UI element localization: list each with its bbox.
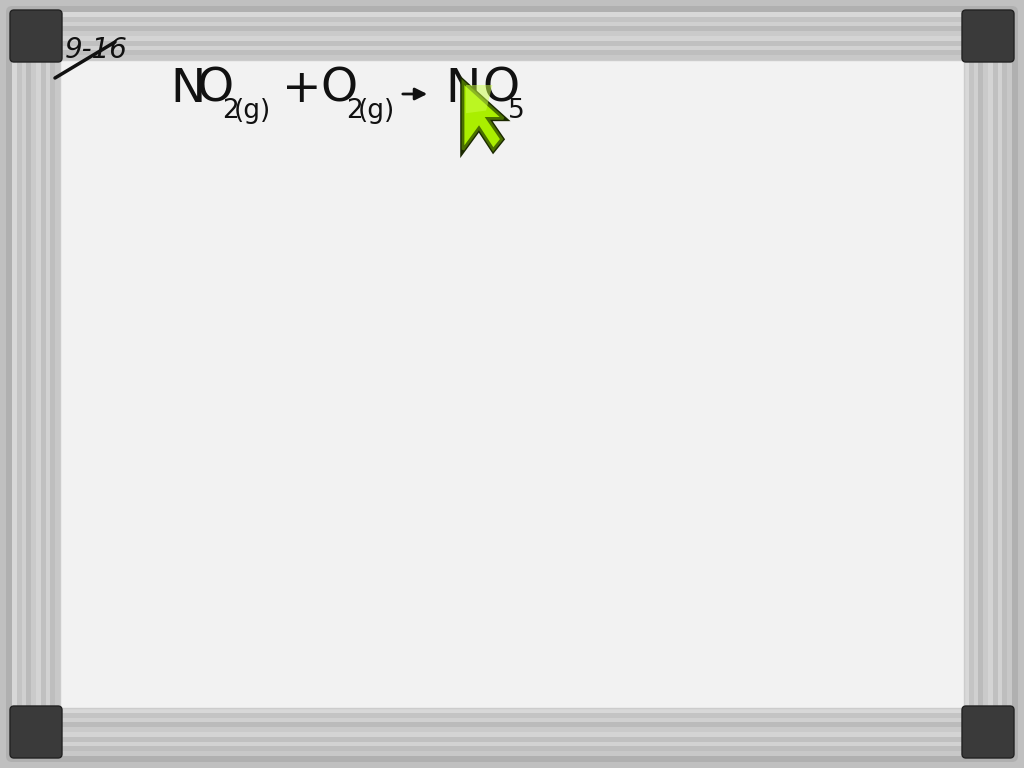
- Bar: [12, 723, 1012, 727]
- Bar: [12, 22, 1012, 26]
- Bar: [969, 12, 974, 756]
- Text: +: +: [282, 67, 322, 112]
- Bar: [12, 51, 1012, 55]
- Bar: [22, 12, 27, 756]
- Bar: [12, 742, 1012, 746]
- Text: O: O: [196, 67, 233, 112]
- Text: (g): (g): [234, 98, 271, 124]
- Bar: [974, 12, 978, 756]
- Bar: [1002, 12, 1008, 756]
- Bar: [12, 31, 1012, 36]
- Polygon shape: [463, 82, 504, 150]
- Bar: [12, 737, 1012, 742]
- FancyBboxPatch shape: [962, 706, 1014, 758]
- Text: O: O: [482, 67, 519, 112]
- Polygon shape: [466, 85, 493, 113]
- Bar: [983, 12, 988, 756]
- Bar: [55, 12, 60, 756]
- Bar: [31, 12, 36, 756]
- FancyBboxPatch shape: [6, 6, 1018, 762]
- Text: 5: 5: [508, 98, 524, 124]
- Bar: [41, 12, 46, 756]
- Bar: [988, 12, 993, 756]
- Text: (g): (g): [358, 98, 395, 124]
- Bar: [27, 12, 31, 756]
- Text: N: N: [445, 67, 480, 112]
- FancyBboxPatch shape: [60, 60, 964, 708]
- Text: 9-16: 9-16: [65, 36, 128, 64]
- Bar: [12, 55, 1012, 60]
- Bar: [12, 713, 1012, 717]
- Bar: [12, 746, 1012, 751]
- Bar: [12, 12, 1012, 17]
- Bar: [12, 41, 1012, 45]
- Bar: [12, 26, 1012, 31]
- Text: 2: 2: [222, 98, 239, 124]
- Bar: [12, 751, 1012, 756]
- Text: 2: 2: [471, 98, 487, 124]
- Text: N: N: [170, 67, 205, 112]
- FancyBboxPatch shape: [962, 10, 1014, 62]
- Bar: [36, 12, 41, 756]
- Text: 2: 2: [346, 98, 362, 124]
- Bar: [964, 12, 969, 756]
- FancyBboxPatch shape: [10, 10, 62, 62]
- Bar: [12, 717, 1012, 723]
- Bar: [12, 727, 1012, 732]
- Polygon shape: [463, 82, 504, 150]
- Bar: [993, 12, 997, 756]
- Bar: [997, 12, 1002, 756]
- Bar: [12, 732, 1012, 737]
- Bar: [12, 708, 1012, 713]
- Bar: [1008, 12, 1012, 756]
- Bar: [16, 12, 22, 756]
- Bar: [50, 12, 55, 756]
- Bar: [46, 12, 50, 756]
- Bar: [12, 36, 1012, 41]
- Text: O: O: [319, 67, 357, 112]
- Bar: [978, 12, 983, 756]
- FancyBboxPatch shape: [10, 706, 62, 758]
- Bar: [12, 45, 1012, 51]
- Bar: [12, 12, 16, 756]
- Bar: [12, 17, 1012, 22]
